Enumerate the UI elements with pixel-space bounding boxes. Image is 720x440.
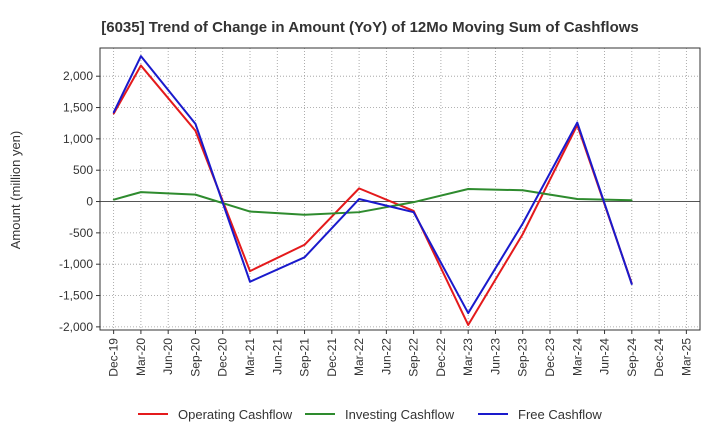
x-tick-label: Dec-22 xyxy=(434,338,448,377)
investing-cashflow-point xyxy=(358,211,360,213)
legend: Operating Cashflow Investing Cashflow Free… xyxy=(138,407,602,422)
operating-cashflow-point xyxy=(521,233,524,235)
x-tick-label: Sep-23 xyxy=(516,338,530,377)
operating-cashflow-point xyxy=(249,270,251,272)
free-cashflow-point xyxy=(194,123,197,125)
x-tick-label: Sep-21 xyxy=(298,338,312,377)
free-cashflow-point xyxy=(521,222,524,225)
x-tick-label: Dec-20 xyxy=(216,338,230,377)
investing-cashflow-point xyxy=(521,189,524,192)
x-tick-label: Mar-23 xyxy=(461,338,475,376)
x-tick-label: Jun-22 xyxy=(379,338,393,375)
x-tick-label: Mar-22 xyxy=(352,338,366,376)
x-tick-label: Dec-19 xyxy=(107,338,121,377)
y-tick-label: -500 xyxy=(69,226,93,240)
free-cashflow-point xyxy=(412,211,415,213)
y-tick-label: -2,000 xyxy=(59,320,93,334)
legend-label-investing-cashflow: Investing Cashflow xyxy=(345,407,455,422)
y-tick-label: 1,000 xyxy=(63,132,93,146)
investing-cashflow-point xyxy=(303,213,306,216)
investing-cashflow-point xyxy=(194,193,197,196)
grid-lines xyxy=(100,48,700,330)
investing-cashflow-point xyxy=(140,191,142,193)
y-tick-labels: -2,000 -1,500 -1,000 -500 0 500 1,000 1,500 2,00… xyxy=(59,69,100,334)
chart-title: [6035] Trend of Change in Amount (YoY) o… xyxy=(101,19,639,36)
free-cashflow-point xyxy=(631,283,633,286)
x-tick-label: Mar-21 xyxy=(243,338,257,376)
x-tick-label: Mar-20 xyxy=(134,338,148,376)
x-tick-label: Sep-24 xyxy=(625,338,639,377)
series-lines xyxy=(112,55,633,326)
x-tick-labels: Dec-19 Mar-20 Jun-20 Sep-20 Dec-20 Mar-21 Jun-… xyxy=(107,330,693,377)
investing-cashflow-point xyxy=(576,198,579,200)
y-tick-label: 0 xyxy=(86,195,93,209)
x-tick-label: Sep-20 xyxy=(188,338,202,377)
investing-cashflow-point xyxy=(112,198,115,201)
plot-area-border xyxy=(99,47,701,331)
free-cashflow-point xyxy=(140,55,142,57)
free-cashflow-point xyxy=(112,111,115,114)
operating-cashflow-point xyxy=(467,324,469,326)
operating-cashflow-point xyxy=(140,64,142,67)
legend-label-free-cashflow: Free Cashflow xyxy=(518,407,602,422)
free-cashflow-point xyxy=(249,280,251,283)
y-tick-label: 500 xyxy=(73,163,93,177)
free-cashflow-point xyxy=(303,256,306,259)
x-tick-label: Sep-22 xyxy=(407,338,421,377)
x-tick-label: Jun-20 xyxy=(161,338,175,375)
free-cashflow-point xyxy=(576,121,579,124)
investing-cashflow-point xyxy=(467,188,469,190)
y-tick-label: -1,000 xyxy=(59,257,93,271)
operating-cashflow-point xyxy=(358,187,360,190)
x-tick-label: Jun-24 xyxy=(598,338,612,375)
investing-cashflow-point xyxy=(412,201,415,203)
y-tick-label: 1,500 xyxy=(63,101,93,115)
operating-cashflow-point xyxy=(112,113,115,115)
free-cashflow-point xyxy=(358,198,360,200)
y-tick-label: -1,500 xyxy=(59,289,93,303)
x-tick-label: Jun-21 xyxy=(270,338,284,375)
legend-label-operating-cashflow: Operating Cashflow xyxy=(178,407,293,422)
x-tick-label: Dec-21 xyxy=(325,338,339,377)
y-tick-label: 2,000 xyxy=(63,69,93,83)
x-tick-label: Jun-23 xyxy=(488,338,502,375)
operating-cashflow-point xyxy=(194,129,197,132)
x-tick-label: Dec-24 xyxy=(652,338,666,377)
free-cashflow-line xyxy=(112,55,633,315)
investing-cashflow-point xyxy=(249,210,251,213)
operating-cashflow-point xyxy=(303,243,306,246)
investing-cashflow-point xyxy=(631,199,633,202)
x-tick-label: Mar-24 xyxy=(570,338,584,376)
y-axis-label: Amount (million yen) xyxy=(8,131,23,250)
x-tick-label: Mar-25 xyxy=(679,338,693,376)
x-tick-label: Dec-23 xyxy=(543,338,557,377)
free-cashflow-point xyxy=(467,312,469,314)
